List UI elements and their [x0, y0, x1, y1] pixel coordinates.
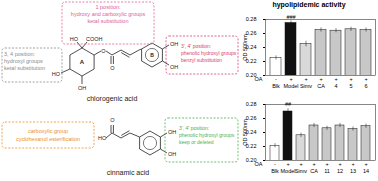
svg-text:Model: Model: [281, 168, 296, 174]
svg-text:3, 4 position:: 3, 4 position:: [4, 51, 36, 57]
svg-text:+: +: [312, 161, 315, 167]
svg-text:Blk: Blk: [271, 168, 279, 174]
svg-text:B: B: [150, 52, 154, 58]
svg-text:Model: Model: [284, 83, 299, 89]
svg-text:0.22: 0.22: [245, 58, 257, 65]
svg-text:O: O: [101, 48, 106, 54]
svg-text:5: 5: [349, 83, 352, 89]
svg-text:4: 4: [334, 83, 337, 89]
svg-text:+: +: [289, 76, 292, 82]
svg-text:-: -: [275, 76, 277, 82]
svg-text:0.28: 0.28: [246, 16, 257, 22]
svg-text:+: +: [319, 76, 322, 82]
svg-text:-: -: [274, 161, 276, 167]
svg-text:13: 13: [350, 168, 356, 174]
svg-text:0.24: 0.24: [245, 44, 257, 51]
svg-text:phenolic hydroxyl groups: phenolic hydroxyl groups: [179, 132, 235, 138]
svg-text:+: +: [299, 161, 302, 167]
svg-text:cyclohexanol esterification: cyclohexanol esterification: [16, 136, 80, 142]
svg-text:Blk: Blk: [272, 83, 280, 89]
svg-text:ketal substitution: ketal substitution: [4, 65, 45, 71]
svg-text:carboxylic group: carboxylic group: [28, 128, 68, 134]
svg-text:14: 14: [363, 168, 369, 174]
svg-text:phenolic hydroxyl groups: phenolic hydroxyl groups: [181, 50, 237, 56]
svg-text:OH: OH: [168, 129, 176, 135]
svg-text:OH: OH: [78, 85, 86, 91]
svg-text:+: +: [334, 76, 337, 82]
svg-text:OH: OH: [168, 151, 176, 157]
svg-text:###: ###: [286, 14, 296, 20]
svg-text:OD 500nm: OD 500nm: [242, 34, 248, 61]
svg-text:0.20: 0.20: [245, 72, 257, 79]
svg-text:OA: OA: [255, 76, 263, 82]
svg-text:+: +: [364, 161, 367, 167]
svg-text:A: A: [80, 59, 85, 65]
svg-text:1 position:: 1 position:: [95, 4, 121, 10]
svg-text:+: +: [351, 161, 354, 167]
svg-text:+: +: [286, 161, 289, 167]
svg-text:3', 4' position:: 3', 4' position:: [181, 43, 211, 49]
svg-text:0.26: 0.26: [245, 115, 257, 122]
svg-text:0.26: 0.26: [245, 30, 257, 37]
svg-text:O: O: [110, 65, 115, 71]
svg-text:chlorogenic acid: chlorogenic acid: [87, 95, 138, 103]
svg-text:Simv: Simv: [300, 83, 312, 89]
svg-text:OH: OH: [170, 41, 178, 47]
svg-text:hydroxy and carboxylic groups: hydroxy and carboxylic groups: [71, 11, 146, 17]
svg-text:6: 6: [364, 83, 367, 89]
svg-text:0.24: 0.24: [245, 129, 257, 136]
svg-text:O: O: [110, 117, 115, 123]
svg-text:+: +: [364, 76, 367, 82]
svg-text:0.20: 0.20: [245, 157, 257, 164]
svg-text:+: +: [338, 161, 341, 167]
svg-text:12: 12: [337, 168, 343, 174]
svg-text:ketal substitution: ketal substitution: [88, 18, 129, 24]
svg-text:keep or deleted: keep or deleted: [179, 139, 214, 145]
svg-text:HO: HO: [70, 36, 79, 42]
svg-text:benzyl substitution: benzyl substitution: [181, 57, 222, 63]
svg-text:0.22: 0.22: [245, 143, 257, 150]
svg-text:OD 500nm: OD 500nm: [242, 119, 248, 146]
svg-text:Simv: Simv: [295, 168, 307, 174]
svg-text:hydroxyl groups: hydroxyl groups: [4, 58, 43, 64]
svg-text:0.28: 0.28: [246, 101, 257, 107]
svg-text:cinnamic acid: cinnamic acid: [107, 169, 150, 176]
svg-text:+: +: [349, 76, 352, 82]
svg-text:COOH: COOH: [86, 36, 103, 42]
svg-text:HO: HO: [98, 135, 107, 141]
svg-text:OA: OA: [255, 161, 263, 167]
html-text:hypolipidemic activity: hypolipidemic activity: [272, 1, 346, 8]
svg-text:CA: CA: [317, 83, 325, 89]
svg-text:HO: HO: [52, 71, 61, 77]
svg-text:OH: OH: [170, 64, 178, 70]
svg-text:+: +: [325, 161, 328, 167]
svg-text:3', 4' position:: 3', 4' position:: [179, 125, 209, 131]
svg-text:+: +: [304, 76, 307, 82]
svg-text:11: 11: [324, 168, 330, 174]
svg-text:CA: CA: [310, 168, 318, 174]
